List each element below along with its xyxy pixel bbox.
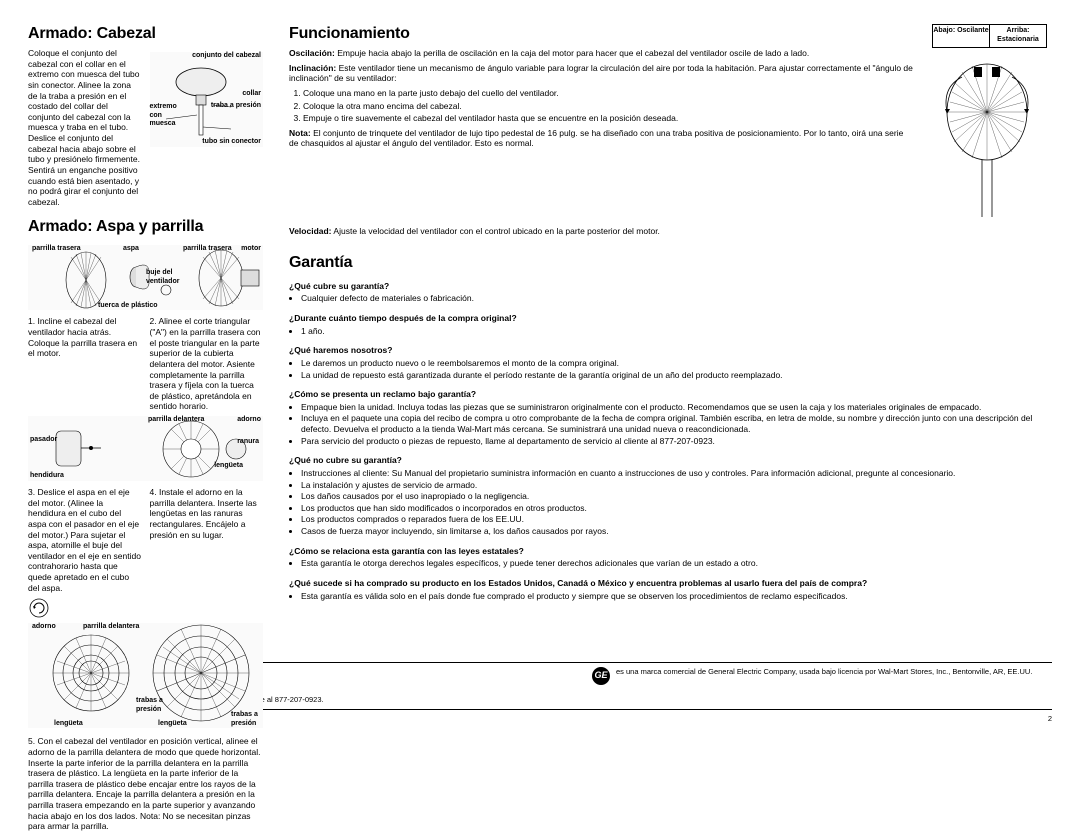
heading-cabezal: Armado: Cabezal (28, 24, 263, 44)
g-q2: ¿Durante cuánto tiempo después de la com… (289, 313, 1052, 324)
aspa-label-a: parrilla trasera (32, 245, 81, 254)
toggle-a: Abajo: Oscilante (933, 25, 990, 47)
fig4-label-d: lengüeta (54, 720, 83, 729)
fig3-label-c: pasador (30, 436, 57, 445)
fig3-label-a: parrilla delantera (148, 416, 204, 425)
footer-right: GE es una marca comercial de General Ele… (592, 667, 1052, 705)
g-a5-2: Los daños causados por el uso inapropiad… (301, 491, 1052, 502)
g-a6: Esta garantía le otorga derechos legales… (301, 558, 1052, 569)
func-vel-label: Velocidad: (289, 226, 332, 236)
fig1-label-c: traba a presión (211, 102, 261, 111)
page-columns: Armado: Cabezal Coloque el conjunto del … (28, 24, 1052, 654)
g-a5-0: Instrucciones al cliente: Su Manual del … (301, 468, 1052, 479)
g-a7: Esta garantía es válida solo en el país … (301, 591, 1052, 602)
figure-cabezal: conjunto del cabezal collar traba a pres… (150, 52, 264, 147)
func-osc-text: Empuje hacia abajo la perilla de oscilac… (337, 48, 809, 58)
figure-aspa-1: parrilla trasera aspa buje del ventilado… (28, 245, 263, 310)
figure-aspa-2: parrilla delantera adorno pasador hendid… (28, 416, 263, 481)
aspa-step1: 1. Incline el cabezal del ventilador hac… (28, 316, 142, 412)
g-a3-1: La unidad de repuesto está garantizada d… (301, 370, 1052, 381)
aspa-step1-text: Incline el cabezal del ventilador hacia … (28, 316, 137, 358)
fig1-label-e: extremo con muesca (150, 103, 190, 129)
figure-aspa-3: adorno parrilla delantera trabas a presi… (28, 623, 263, 728)
heading-garantia: Garantía (289, 253, 1052, 273)
func-step-1: Coloque una mano en la parte justo debaj… (303, 88, 914, 99)
footer-ge: es una marca comercial de General Electr… (616, 667, 1032, 676)
func-osc-label: Oscilación: (289, 48, 335, 58)
g-a5-1: La instalación y ajustes de servicio de … (301, 480, 1052, 491)
g-q3: ¿Qué haremos nosotros? (289, 345, 1052, 356)
g-a3-0: Le daremos un producto nuevo o le reembo… (301, 358, 1052, 369)
footer-page: 2 (1048, 714, 1052, 723)
figure-tilt: Abajo: Oscilante Arriba: Estacionaria (932, 24, 1052, 224)
fig4-label-a: adorno (32, 623, 56, 632)
func-nota-text: El conjunto de trinquete del ventilador … (289, 128, 903, 149)
aspa-step2: 2. Alinee el corte triangular ("A") en l… (150, 316, 264, 412)
g-q5: ¿Qué no cubre su garantía? (289, 455, 1052, 466)
g-a4-1: Incluya en el paquete una copia del reci… (301, 413, 1052, 434)
aspa-step4-text: Instale el adorno en la parrilla delante… (150, 487, 257, 540)
func-step-2: Coloque la otra mano encima del cabezal. (303, 101, 914, 112)
fig4-label-c: trabas a presión (136, 697, 166, 715)
g-a5-3: Los productos que han sido modificados o… (301, 503, 1052, 514)
toggle-b: Arriba: Estacionaria (990, 25, 1046, 47)
g-a1: Cualquier defecto de materiales o fabric… (301, 293, 1052, 304)
aspa-label-b: aspa (123, 245, 139, 254)
fig4-label-b: parrilla delantera (83, 623, 139, 632)
fig1-label-b: collar (242, 90, 261, 99)
g-a4-0: Empaque bien la unidad. Incluya todas la… (301, 402, 1052, 413)
g-q6: ¿Cómo se relaciona esta garantía con las… (289, 546, 1052, 557)
aspa-label-e: parrilla trasera (183, 245, 232, 254)
func-inc-label: Inclinación: (289, 63, 336, 73)
aspa-step3: 3. Deslice el aspa en el eje del motor. … (28, 487, 142, 619)
aspa-step2-text: Alinee el corte triangular ("A") en la p… (150, 316, 261, 411)
func-osc: Oscilación: Empuje hacia abajo la perill… (289, 48, 914, 59)
g-a2: 1 año. (301, 326, 1052, 337)
aspa-label-c: buje del ventilador (146, 269, 186, 287)
aspa-step5-text: Con el cabezal del ventilador en posició… (28, 736, 261, 831)
fig3-label-d: hendidura (30, 472, 64, 481)
func-step-3: Empuje o tire suavemente el cabezal del … (303, 113, 914, 124)
ge-logo-icon: GE (592, 667, 610, 685)
fig4-label-f: lengüeta (158, 720, 187, 729)
func-nota: Nota: El conjunto de trinquete del venti… (289, 128, 914, 149)
func-inc: Inclinación: Este ventilador tiene un me… (289, 63, 914, 84)
fig1-label-a: conjunto del cabezal (192, 52, 261, 61)
aspa-step4: 4. Instale el adorno en la parrilla dela… (150, 487, 264, 619)
fig3-label-b: adorno (237, 416, 261, 425)
column-left: Armado: Cabezal Coloque el conjunto del … (28, 24, 263, 654)
aspa-label-f: motor (241, 245, 261, 254)
fig1-label-d: tubo sin conector (202, 138, 261, 147)
toggle-box: Abajo: Oscilante Arriba: Estacionaria (932, 24, 1047, 48)
func-steps: Coloque una mano en la parte justo debaj… (289, 88, 914, 124)
heading-aspa: Armado: Aspa y parrilla (28, 217, 263, 237)
g-a4-2: Para servicio del producto o piezas de r… (301, 436, 1052, 447)
g-q4: ¿Cómo se presenta un reclamo bajo garant… (289, 389, 1052, 400)
fig3-label-f: lengüeta (214, 462, 243, 471)
g-a5-4: Los productos comprados o reparados fuer… (301, 514, 1052, 525)
aspa-step3-text: Deslice el aspa en el eje del motor. (Al… (28, 487, 141, 593)
fig4-label-e: trabas a presión (231, 711, 261, 729)
func-vel-text: Ajuste la velocidad del ventilador con e… (333, 226, 660, 236)
aspa-label-d: tuerca de plástico (98, 302, 158, 311)
cabezal-text: Coloque el conjunto del cabezal con el c… (28, 48, 142, 207)
g-a5-5: Casos de fuerza mayor incluyendo, sin li… (301, 526, 1052, 537)
heading-func: Funcionamiento (289, 24, 914, 44)
func-inc-text: Este ventilador tiene un mecanismo de án… (289, 63, 913, 84)
g-q1: ¿Qué cubre su garantía? (289, 281, 1052, 292)
func-nota-label: Nota: (289, 128, 311, 138)
fig3-label-e: ranura (237, 438, 259, 447)
g-q7: ¿Qué sucede si ha comprado su producto e… (289, 578, 1052, 589)
func-vel: Velocidad: Ajuste la velocidad del venti… (289, 226, 1052, 237)
aspa-step5: 5. Con el cabezal del ventilador en posi… (28, 736, 263, 832)
column-right: Funcionamiento Oscilación: Empuje hacia … (289, 24, 1052, 654)
